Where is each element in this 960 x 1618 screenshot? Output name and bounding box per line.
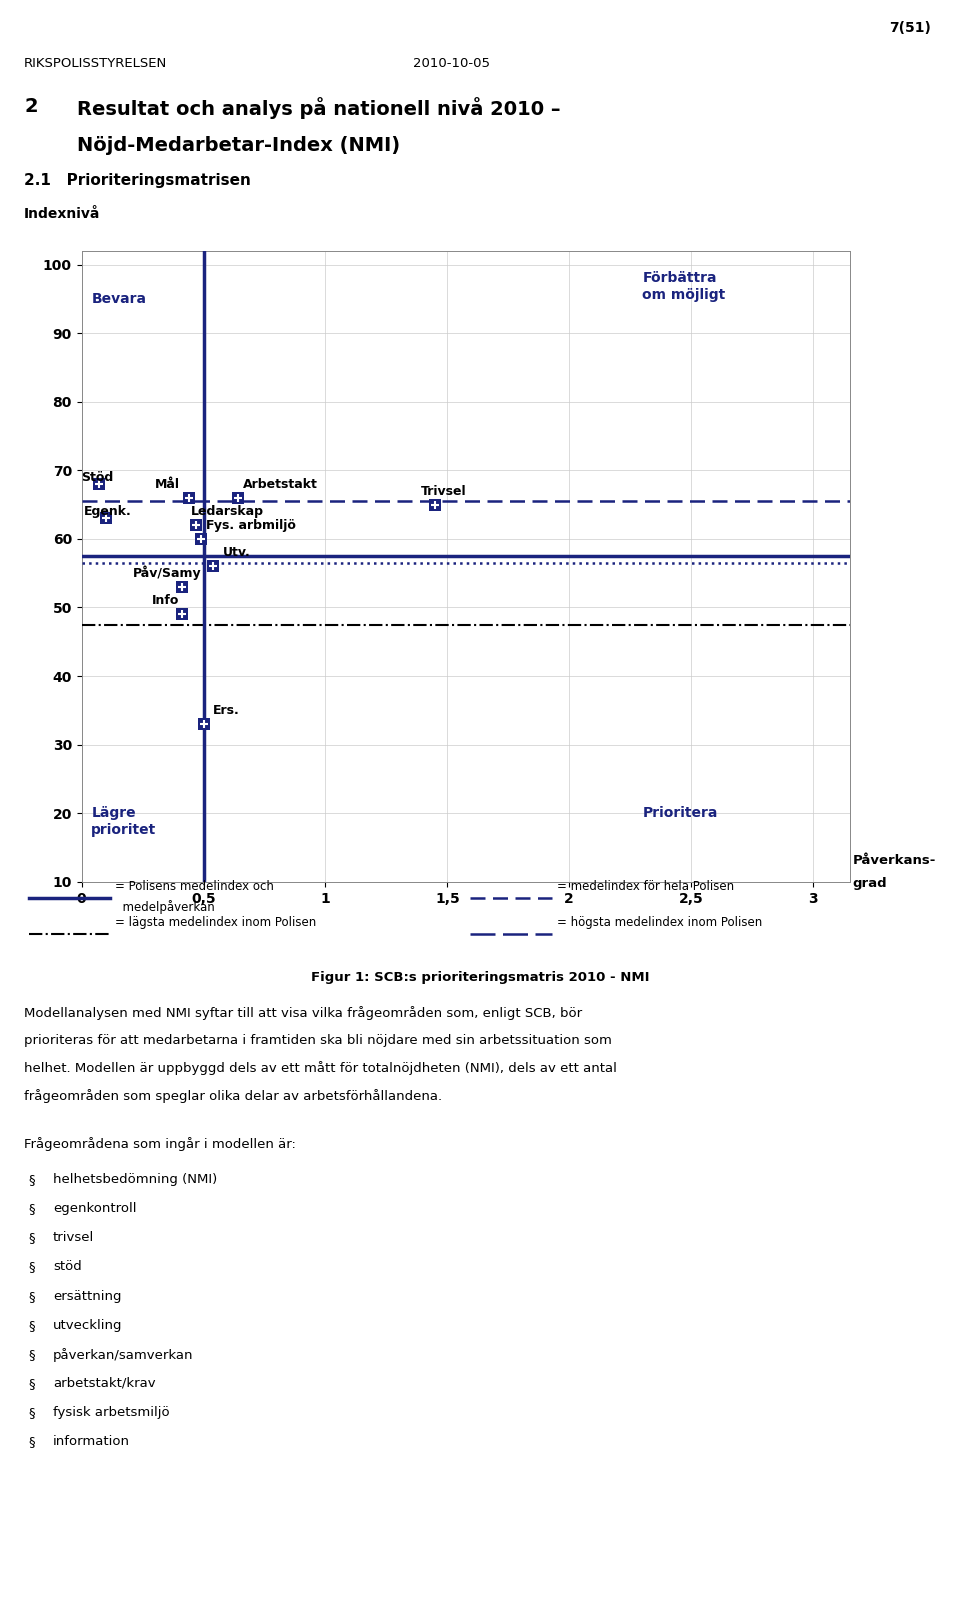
Text: = högsta medelindex inom Polisen: = högsta medelindex inom Polisen [557, 916, 762, 929]
Text: §: § [29, 1348, 36, 1361]
Text: Info: Info [153, 594, 180, 607]
Text: information: information [53, 1435, 130, 1448]
Text: §: § [29, 1260, 36, 1273]
Text: RIKSPOLISSTYRELSEN: RIKSPOLISSTYRELSEN [24, 57, 167, 70]
Text: = Polisens medelindex och: = Polisens medelindex och [115, 880, 274, 893]
Text: påverkan/samverkan: påverkan/samverkan [53, 1348, 193, 1362]
Text: fysisk arbetsmiljö: fysisk arbetsmiljö [53, 1406, 169, 1419]
Text: ersättning: ersättning [53, 1290, 121, 1302]
Text: Ers.: Ers. [213, 704, 240, 717]
Text: Prioritera: Prioritera [642, 806, 718, 820]
Text: = lägsta medelindex inom Polisen: = lägsta medelindex inom Polisen [115, 916, 317, 929]
Text: Figur 1: SCB:s prioriteringsmatris 2010 - NMI: Figur 1: SCB:s prioriteringsmatris 2010 … [311, 971, 649, 984]
Text: Arbetstakt: Arbetstakt [243, 477, 318, 490]
Text: medelpåverkan: medelpåverkan [115, 900, 215, 914]
Text: Utv.: Utv. [223, 547, 251, 560]
Text: 2.1   Prioriteringsmatrisen: 2.1 Prioriteringsmatrisen [24, 173, 251, 188]
Text: §: § [29, 1173, 36, 1186]
Text: §: § [29, 1435, 36, 1448]
Text: §: § [29, 1377, 36, 1390]
Text: Bevara: Bevara [91, 291, 146, 306]
Text: stöd: stöd [53, 1260, 82, 1273]
Text: Frågeområdena som ingår i modellen är:: Frågeområdena som ingår i modellen är: [24, 1137, 296, 1152]
Text: Förbättra
om möjligt: Förbättra om möjligt [642, 272, 726, 301]
Text: Indexnivå: Indexnivå [24, 207, 101, 222]
Text: Resultat och analys på nationell nivå 2010 –: Resultat och analys på nationell nivå 20… [77, 97, 561, 120]
Text: arbetstakt/krav: arbetstakt/krav [53, 1377, 156, 1390]
Text: Fys. arbmiljö: Fys. arbmiljö [206, 519, 296, 532]
Text: Mål: Mål [155, 477, 180, 490]
Text: Ledarskap: Ledarskap [191, 505, 264, 518]
Text: Trivsel: Trivsel [420, 485, 467, 498]
Text: §: § [29, 1231, 36, 1244]
Text: prioriteras för att medarbetarna i framtiden ska bli nöjdare med sin arbetssitua: prioriteras för att medarbetarna i framt… [24, 1034, 612, 1047]
Text: Stöd: Stöd [82, 471, 114, 484]
Text: helhetsbedömning (NMI): helhetsbedömning (NMI) [53, 1173, 217, 1186]
Text: §: § [29, 1319, 36, 1332]
Text: §: § [29, 1406, 36, 1419]
Text: trivsel: trivsel [53, 1231, 94, 1244]
Text: grad: grad [852, 877, 887, 890]
Text: §: § [29, 1290, 36, 1302]
Text: utveckling: utveckling [53, 1319, 122, 1332]
Text: Lägre
prioritet: Lägre prioritet [91, 806, 156, 837]
Text: Påv/Samy: Påv/Samy [132, 565, 202, 579]
Text: 2010-10-05: 2010-10-05 [413, 57, 490, 70]
Text: helhet. Modellen är uppbyggd dels av ett mått för totalnöjdheten (NMI), dels av : helhet. Modellen är uppbyggd dels av ett… [24, 1061, 617, 1076]
Text: 7(51): 7(51) [889, 21, 931, 36]
Text: 2: 2 [24, 97, 37, 116]
Text: egenkontroll: egenkontroll [53, 1202, 136, 1215]
Text: §: § [29, 1202, 36, 1215]
Text: Egenk.: Egenk. [84, 505, 132, 518]
Text: Påverkans-: Påverkans- [852, 854, 936, 867]
Text: Modellanalysen med NMI syftar till att visa vilka frågeområden som, enligt SCB, : Modellanalysen med NMI syftar till att v… [24, 1006, 582, 1021]
Text: Nöjd-Medarbetar-Index (NMI): Nöjd-Medarbetar-Index (NMI) [77, 136, 400, 155]
Text: frågeområden som speglar olika delar av arbetsförhållandena.: frågeområden som speglar olika delar av … [24, 1089, 443, 1103]
Text: = medelindex för hela Polisen: = medelindex för hela Polisen [557, 880, 734, 893]
